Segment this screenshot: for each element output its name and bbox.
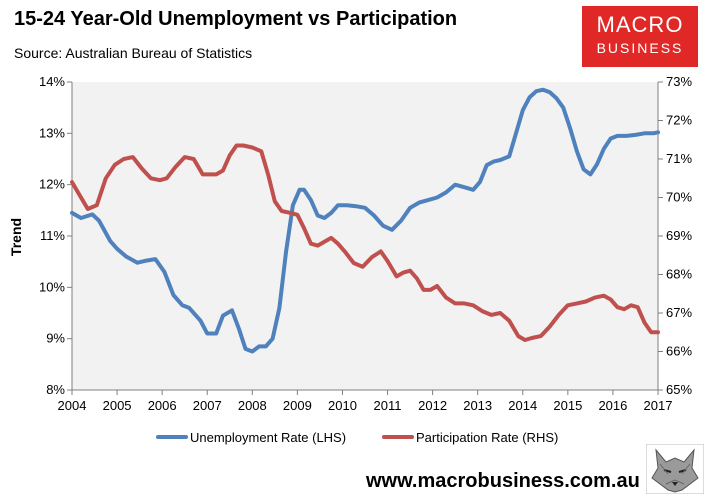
legend-participation: Participation Rate (RHS)	[384, 430, 558, 445]
x-tick-label: 2009	[283, 398, 312, 413]
x-tick-label: 2017	[644, 398, 673, 413]
x-tick-label: 2006	[148, 398, 177, 413]
x-tick-label: 2007	[193, 398, 222, 413]
legend-participation-label: Participation Rate (RHS)	[416, 430, 558, 445]
y-right-tick-label: 71%	[666, 151, 692, 166]
y-right-tick-label: 67%	[666, 305, 692, 320]
x-tick-label: 2008	[238, 398, 267, 413]
x-tick-label: 2005	[103, 398, 132, 413]
y-left-tick-label: 10%	[39, 279, 65, 294]
x-tick-label: 2013	[463, 398, 492, 413]
legend: Unemployment Rate (LHS) Participation Rat…	[158, 430, 558, 445]
y-right-tick-label: 72%	[666, 113, 692, 128]
y-right-tick-label: 69%	[666, 228, 692, 243]
x-tick-label: 2012	[418, 398, 447, 413]
y-right-tick-label: 65%	[666, 382, 692, 397]
y-right-tick-label: 66%	[666, 344, 692, 359]
y-right-tick-label: 73%	[666, 74, 692, 89]
y-left-tick-label: 8%	[46, 382, 65, 397]
y-left-tick-label: 9%	[46, 331, 65, 346]
line-chart: 8% 9% 10% 11% 12% 13% 14% 65% 66% 67% 68% 69% 70% 71%…	[0, 0, 716, 497]
y-left-tick-label: 11%	[40, 228, 65, 243]
y-left-tick-label: 13%	[39, 125, 65, 140]
x-tick-label: 2016	[598, 398, 627, 413]
legend-unemployment: Unemployment Rate (LHS)	[158, 430, 346, 445]
y-left-tick-label: 14%	[39, 74, 65, 89]
x-tick-label: 2011	[374, 398, 402, 413]
website-url: www.macrobusiness.com.au	[366, 470, 640, 493]
y-axis-label: Trend	[8, 218, 24, 256]
x-tick-label: 2004	[58, 398, 87, 413]
x-tick-label: 2010	[328, 398, 357, 413]
y-right-tick-label: 68%	[666, 267, 692, 282]
x-tick-label: 2015	[553, 398, 582, 413]
x-tick-label: 2014	[508, 398, 537, 413]
y-left-tick-label: 12%	[39, 177, 65, 192]
wolf-icon	[646, 444, 704, 494]
y-right-tick-label: 70%	[666, 190, 692, 205]
legend-unemployment-label: Unemployment Rate (LHS)	[190, 430, 346, 445]
